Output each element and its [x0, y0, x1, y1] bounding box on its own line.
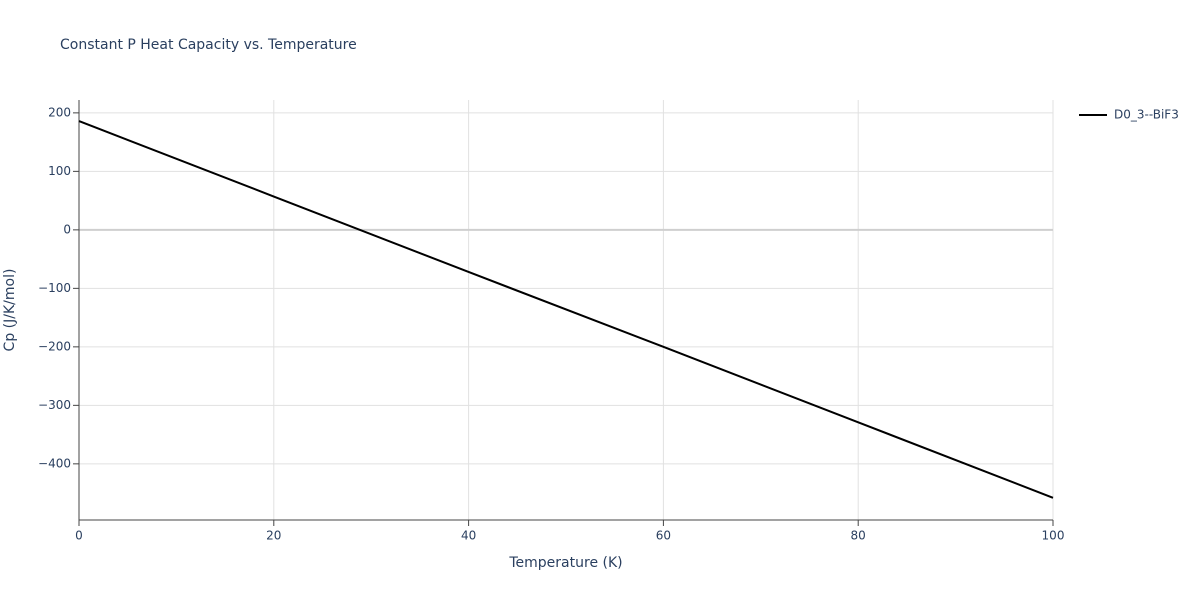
y-tick-label: −400: [38, 456, 71, 470]
line: [78, 120, 1054, 499]
x-tick-label: 0: [75, 529, 83, 543]
y-tick-label: 200: [48, 105, 71, 119]
x-tick-label: 20: [266, 529, 281, 543]
x-tick-label: 80: [851, 529, 866, 543]
y-tick-label: 100: [48, 164, 71, 178]
y-axis-title: Cp (J/K/mol): [2, 269, 18, 352]
y-tick-label: −200: [38, 339, 71, 353]
x-axis-title: Temperature (K): [508, 555, 622, 571]
chart-title: Constant P Heat Capacity vs. Temperature: [60, 37, 357, 53]
y-tick-label: −300: [38, 398, 71, 412]
x-tick-label: 60: [656, 529, 671, 543]
legend-label: D0_3--BiF3: [1114, 108, 1179, 122]
y-tick-label: −100: [38, 281, 71, 295]
x-tick-label: 40: [461, 529, 476, 543]
x-tick-label: 100: [1042, 529, 1065, 543]
y-tick-label: 0: [63, 222, 71, 236]
